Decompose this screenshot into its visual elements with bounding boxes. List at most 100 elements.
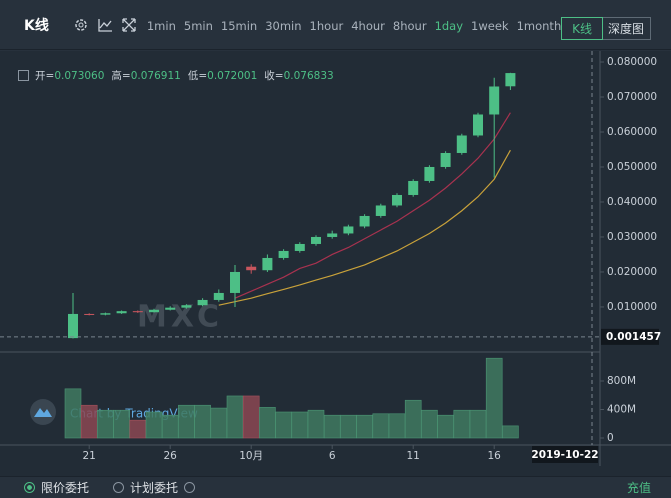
volume-bar xyxy=(275,411,292,439)
candle-body xyxy=(505,73,516,87)
candle-body xyxy=(440,152,451,167)
candle-body xyxy=(132,311,143,313)
legend-toggle[interactable] xyxy=(18,70,29,81)
crosshair-date-box xyxy=(532,446,598,463)
candle-body xyxy=(197,299,208,306)
candle-body xyxy=(327,233,338,237)
x-tick-label: 6 xyxy=(329,450,336,462)
candle-body xyxy=(473,114,483,136)
candle-body xyxy=(213,292,224,300)
candle-body xyxy=(262,257,273,271)
crosshair-price: 0.001457 xyxy=(606,331,661,343)
volume-bar xyxy=(291,411,309,439)
volume-bar xyxy=(453,409,471,439)
candle-body xyxy=(294,243,305,251)
volume-bar xyxy=(161,414,179,439)
tab-limit[interactable]: 限价委托 xyxy=(24,479,89,496)
toolbar: K线 1min 5min 15min 30min 1hour 4hour 8hour 1day… xyxy=(0,0,671,50)
interval[interactable]: 1hour xyxy=(309,19,344,33)
candle-body xyxy=(424,166,435,181)
y-tick-label: 0.040000 xyxy=(607,196,657,208)
fullscreen-icon[interactable] xyxy=(121,17,137,33)
indicator-icon[interactable] xyxy=(97,17,113,33)
volume-bar xyxy=(226,395,244,439)
interval[interactable]: 5min xyxy=(183,19,213,33)
volume-bar xyxy=(502,425,519,439)
y-tick-label: 800M xyxy=(607,375,636,387)
tab-label: 限价委托 xyxy=(41,481,90,495)
legend-value: 0.076911 xyxy=(130,69,181,82)
volume-bar xyxy=(437,414,454,439)
volume-bar xyxy=(372,413,390,439)
y-tick-label: 0 xyxy=(607,432,614,444)
candle-body xyxy=(392,194,402,206)
view-button[interactable]: K线 xyxy=(561,17,603,40)
legend-value: 0.076833 xyxy=(283,69,334,82)
legend-value: 0.073060 xyxy=(54,69,105,82)
volume-bar xyxy=(129,419,147,439)
view-button[interactable]: 深度图 xyxy=(607,22,644,36)
volume-bar xyxy=(178,404,195,439)
volume-bar xyxy=(113,409,130,439)
candle-body xyxy=(116,311,127,314)
volume-bar xyxy=(145,411,163,439)
tv-logo-icon xyxy=(34,408,52,417)
candle-body xyxy=(181,305,192,308)
toolbar-icons xyxy=(73,17,137,33)
candle-body xyxy=(230,271,240,293)
interval[interactable]: 1week xyxy=(471,19,509,33)
settings-icon[interactable] xyxy=(73,17,89,33)
legend-value: 0.072001 xyxy=(207,69,258,82)
crosshair-date: 2019-10-22 xyxy=(531,449,598,461)
candle-body xyxy=(489,86,500,115)
legend-label: 收= xyxy=(264,70,284,82)
x-tick-label: 21 xyxy=(83,450,96,462)
volume-bar xyxy=(194,404,211,439)
interval[interactable]: 1min xyxy=(146,19,176,33)
volume-bar xyxy=(64,388,82,439)
moving-average xyxy=(234,112,511,299)
volume-bar xyxy=(485,357,503,439)
candle-body xyxy=(246,266,257,271)
interval[interactable]: 15min xyxy=(220,19,258,33)
candle-body xyxy=(311,236,321,244)
volume-bar xyxy=(210,407,228,439)
candle-body xyxy=(165,307,176,310)
candle-body xyxy=(359,215,370,227)
interval[interactable]: 8hour xyxy=(392,19,427,33)
volume-bar xyxy=(340,414,357,439)
x-tick-label: 26 xyxy=(164,450,178,462)
legend-label: 低= xyxy=(187,70,208,82)
y-tick-label: 400M xyxy=(607,404,636,416)
x-tick-label: 11 xyxy=(407,450,420,462)
tab-plan[interactable]: 计划委托 xyxy=(113,479,201,496)
view-switch: K线 深度图 xyxy=(561,17,651,40)
interval[interactable]: 4hour xyxy=(351,19,385,33)
candle-body xyxy=(343,226,354,234)
legend-label: 开= xyxy=(35,70,55,82)
chart-bg xyxy=(0,51,671,476)
volume-bar xyxy=(242,395,260,439)
y-tick-label: 0.070000 xyxy=(607,91,657,103)
volume-bar xyxy=(404,399,422,439)
volume-bar xyxy=(356,414,373,439)
x-tick-label: 16 xyxy=(488,450,502,462)
deposit-link[interactable]: 充值 xyxy=(626,481,651,495)
candle-body xyxy=(84,313,95,315)
intervals: 1min 5min 15min 30min 1hour 4hour 8hour 1day 1we… xyxy=(147,15,569,34)
interval[interactable]: 1day xyxy=(434,19,464,33)
ohlc-legend: 开= 0.073060 高= 0.076911 低= 0.072001 收= 0.076833 xyxy=(18,68,341,83)
y-tick-label: 0.050000 xyxy=(607,161,657,173)
volume-bar xyxy=(388,413,406,439)
x-tick-label: 10月 xyxy=(239,450,263,462)
volume-bar xyxy=(80,404,98,439)
volume-bar xyxy=(421,409,438,439)
candle-body xyxy=(408,180,419,195)
candle-body xyxy=(456,135,467,153)
interval[interactable]: 1month xyxy=(516,19,562,33)
candle-body xyxy=(149,309,159,313)
order-bar: 限价委托 计划委托 充值 xyxy=(0,476,671,498)
candle-body xyxy=(375,205,386,216)
interval[interactable]: 30min xyxy=(265,19,302,33)
